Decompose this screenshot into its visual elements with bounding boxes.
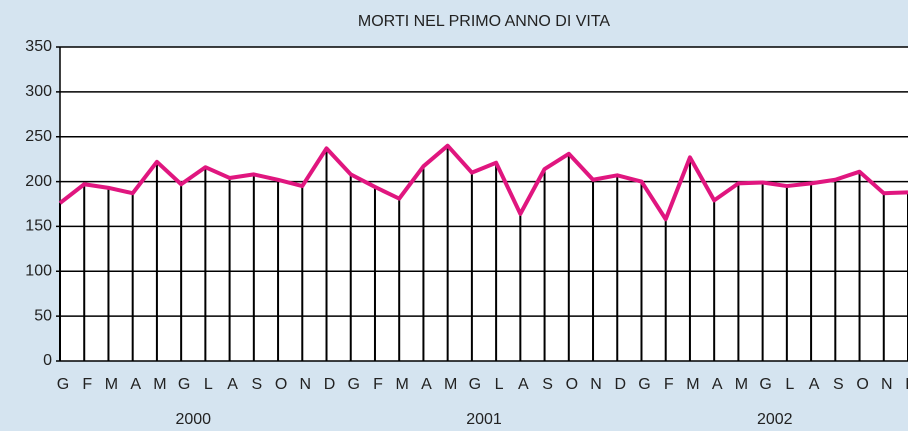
- x-tick-label: D: [324, 376, 336, 393]
- y-tick-label: 150: [25, 218, 52, 235]
- x-tick-label: G: [759, 376, 771, 393]
- y-tick-label: 250: [25, 128, 52, 145]
- x-tick-label: M: [444, 376, 457, 393]
- x-tick-label: S: [833, 376, 844, 393]
- x-tick-label: F: [373, 376, 383, 393]
- y-tick-label: 100: [25, 263, 52, 280]
- x-tick-label: A: [130, 376, 141, 393]
- chart-title: MORTI NEL PRIMO ANNO DI VITA: [358, 13, 611, 30]
- x-tick-label: S: [542, 376, 553, 393]
- x-tick-label: A: [712, 376, 723, 393]
- year-label: 2001: [466, 411, 502, 428]
- x-tick-label: L: [495, 376, 504, 393]
- x-tick-label: A: [518, 376, 529, 393]
- x-tick-label: D: [614, 376, 626, 393]
- year-label: 2000: [175, 411, 211, 428]
- y-tick-label: 200: [25, 173, 52, 190]
- x-tick-label: D: [905, 376, 908, 393]
- x-tick-label: N: [590, 376, 602, 393]
- x-tick-label: O: [275, 376, 287, 393]
- x-tick-label: N: [300, 376, 312, 393]
- x-tick-label: O: [566, 376, 578, 393]
- plot-area: [60, 47, 908, 361]
- x-tick-label: L: [785, 376, 794, 393]
- year-label: 2002: [757, 411, 793, 428]
- x-tick-label: F: [82, 376, 92, 393]
- x-tick-label: G: [469, 376, 481, 393]
- y-tick-label: 350: [25, 38, 52, 55]
- x-tick-label: M: [105, 376, 118, 393]
- x-tick-label: M: [686, 376, 699, 393]
- x-tick-label: O: [856, 376, 868, 393]
- x-tick-label: S: [251, 376, 262, 393]
- x-tick-label: G: [638, 376, 650, 393]
- y-tick-label: 300: [25, 83, 52, 100]
- x-tick-label: M: [396, 376, 409, 393]
- x-tick-label: A: [809, 376, 820, 393]
- x-tick-label: G: [348, 376, 360, 393]
- x-tick-label: A: [421, 376, 432, 393]
- y-tick-label: 0: [43, 352, 52, 369]
- x-tick-label: G: [178, 376, 190, 393]
- x-tick-label: A: [227, 376, 238, 393]
- x-tick-label: M: [153, 376, 166, 393]
- x-tick-label: L: [204, 376, 213, 393]
- y-tick-label: 50: [34, 307, 52, 324]
- x-tick-label: G: [57, 376, 69, 393]
- x-tick-label: N: [881, 376, 893, 393]
- data-line: [58, 143, 908, 222]
- x-tick-label: F: [664, 376, 674, 393]
- x-tick-label: M: [735, 376, 748, 393]
